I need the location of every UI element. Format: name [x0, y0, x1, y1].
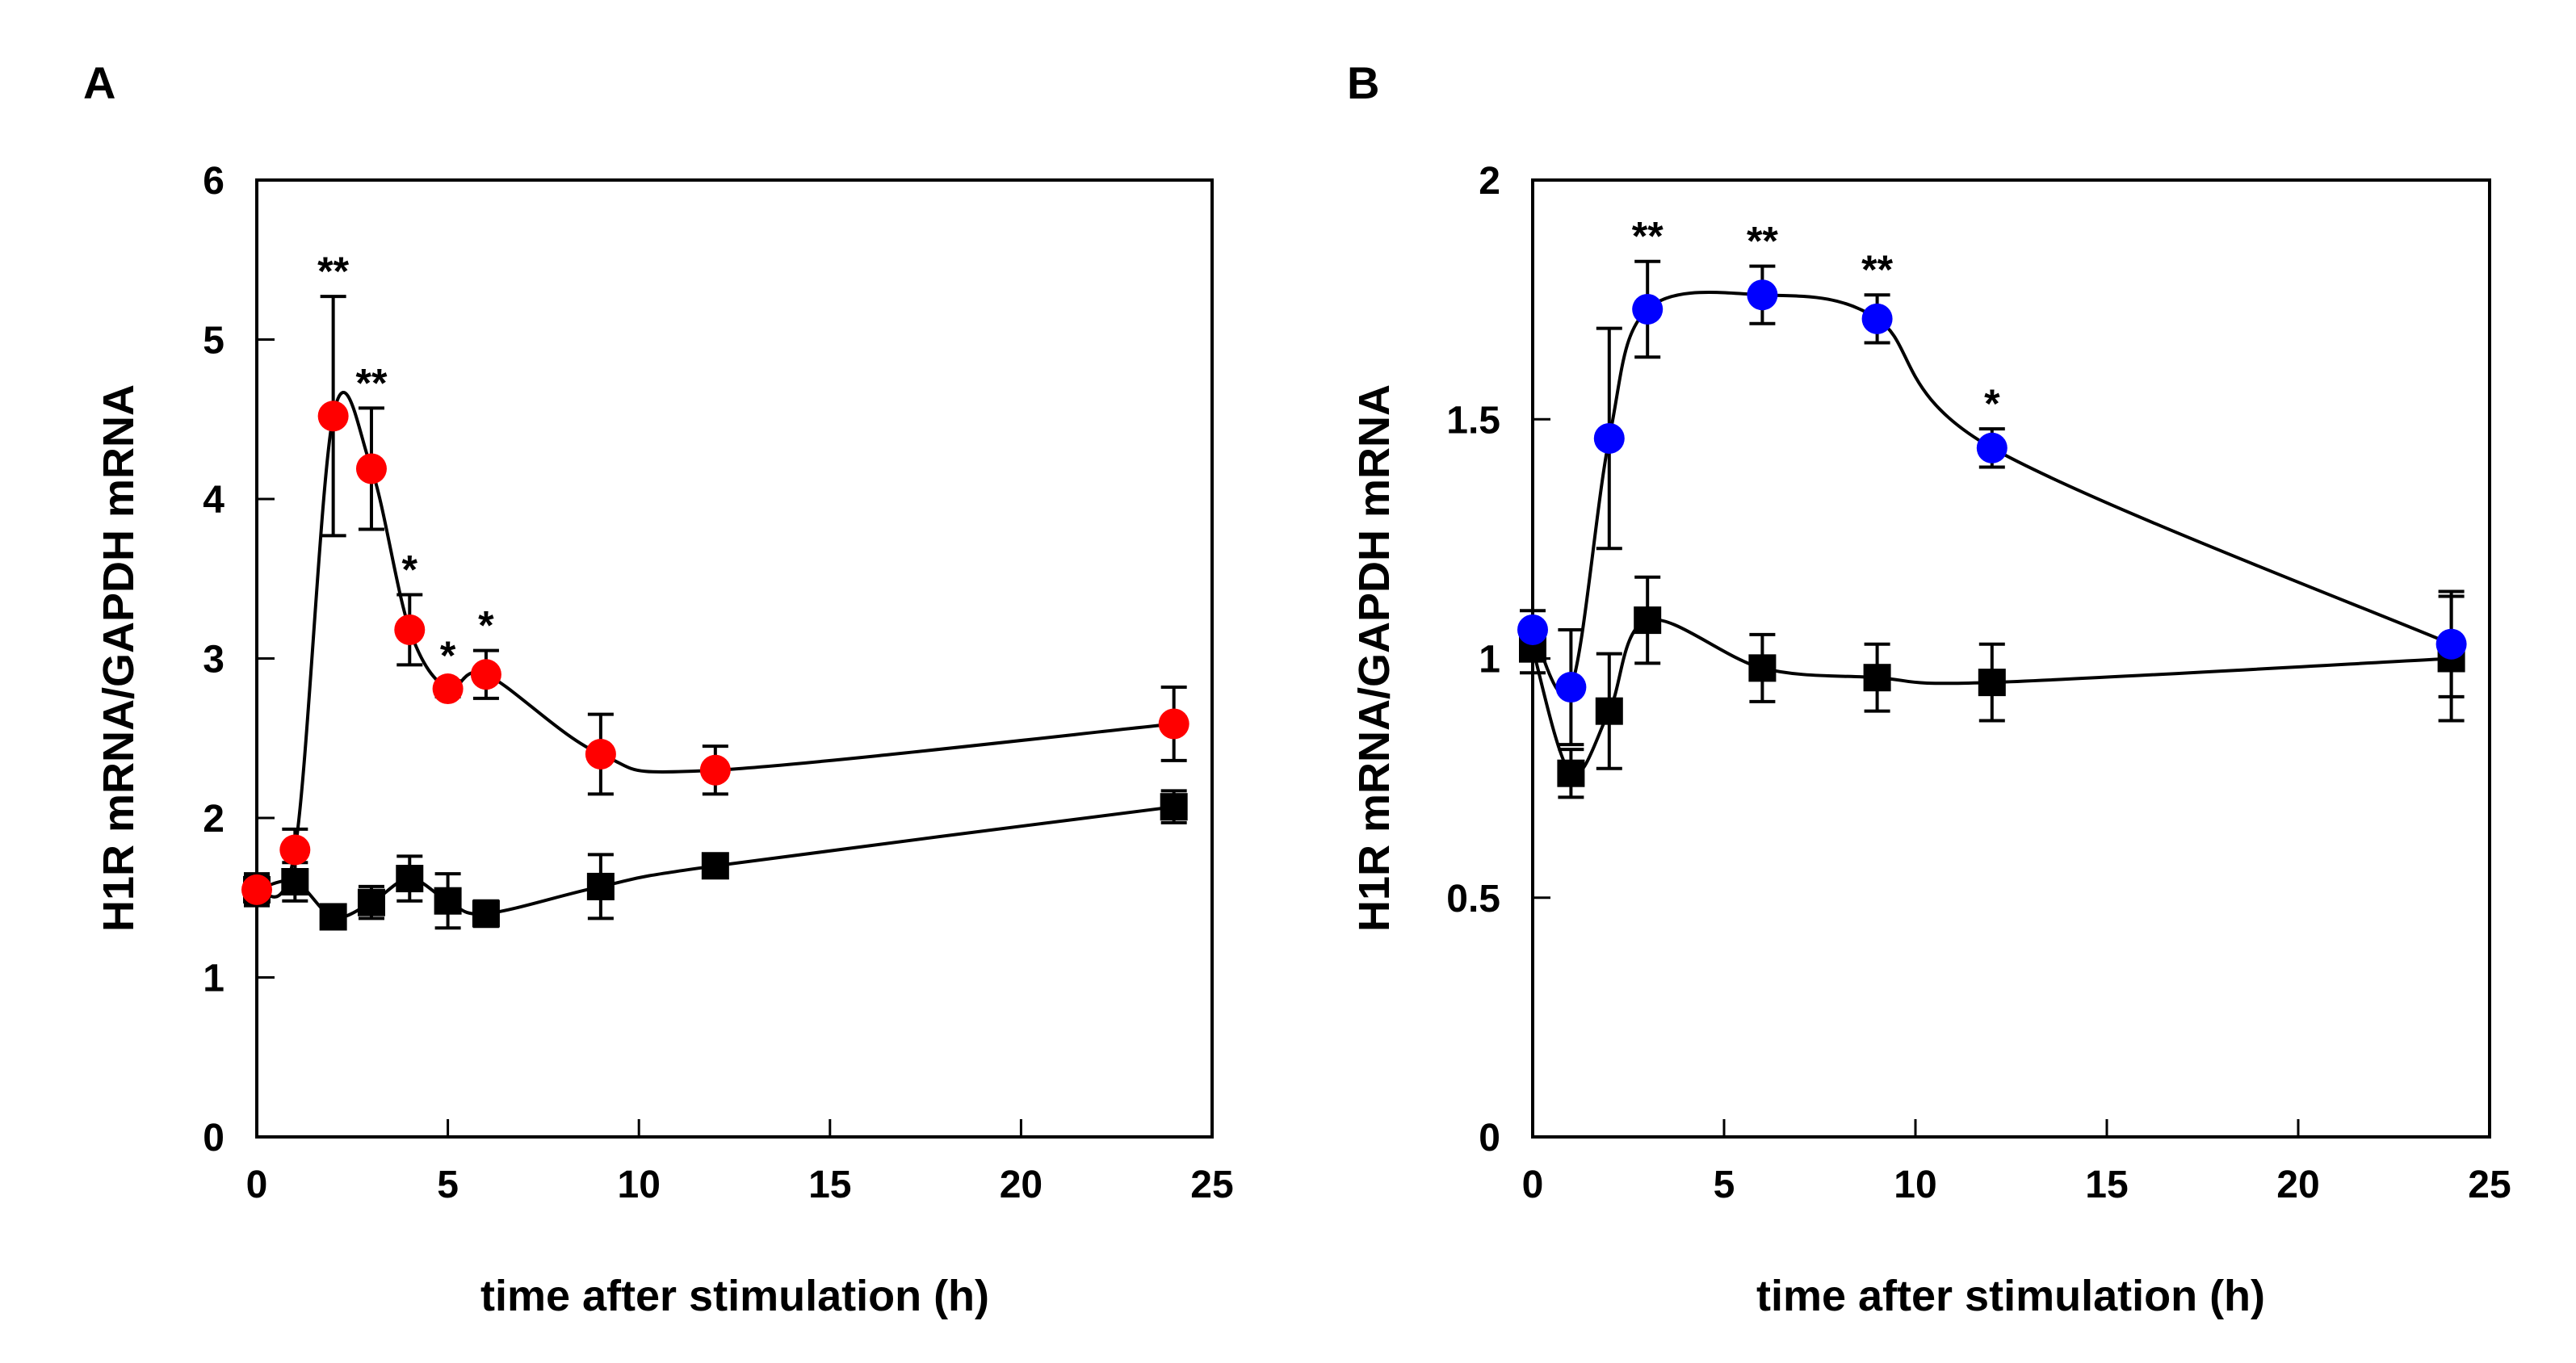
- y-tick-label-a-3: 3: [203, 639, 224, 682]
- y-axis-title-a: H1R mRNA/GAPDH mRNA: [94, 384, 143, 932]
- plot-frame-a: [255, 178, 1214, 1139]
- data-point-b-control-1: [1557, 759, 1585, 787]
- series-line-a-stimulated: [255, 391, 1174, 899]
- significance-marks-b: ** *****: [1632, 214, 2000, 426]
- panel-label-a: A: [83, 57, 115, 108]
- data-point-b-stimulated-2: [1593, 422, 1625, 454]
- x-tick-label-b-4: 20: [2276, 1164, 2319, 1206]
- series-lines-a: [255, 391, 1174, 920]
- series-line-b-stimulated: [1531, 291, 2452, 697]
- data-point-a-control-6: [472, 900, 500, 928]
- x-tick-label-b-1: 5: [1714, 1164, 1735, 1206]
- data-point-a-stimulated-6: [470, 659, 501, 690]
- significance-mark-b-2: **: [1861, 247, 1893, 292]
- significance-mark-a-4: *: [478, 603, 494, 648]
- data-point-a-stimulated-3: [355, 453, 387, 484]
- data-point-b-control-6: [1978, 669, 2006, 697]
- x-tick-label-a-4: 20: [1000, 1164, 1043, 1206]
- data-point-b-stimulated-7: [2435, 628, 2467, 660]
- x-tick-label-a-0: 0: [246, 1164, 268, 1206]
- data-point-a-stimulated-9: [1158, 708, 1189, 740]
- data-point-a-control-8: [701, 852, 729, 880]
- significance-mark-a-3: *: [440, 633, 456, 678]
- y-tick-label-b-1: 0.5: [1446, 878, 1500, 921]
- data-point-a-control-4: [396, 865, 424, 893]
- data-point-a-control-2: [319, 903, 347, 931]
- x-tick-label-a-2: 10: [618, 1164, 661, 1206]
- x-tick-label-a-5: 25: [1190, 1164, 1233, 1206]
- data-point-a-stimulated-7: [585, 739, 616, 770]
- data-point-a-control-7: [586, 872, 615, 900]
- y-tick-label-a-0: 0: [203, 1117, 224, 1160]
- axis-ticks-a: 0 5 10 15 20 25 0 1 2 3 4 5 6: [203, 160, 1233, 1206]
- y-axis-title-b: H1R mRNA/GAPDH mRNA: [1350, 384, 1399, 932]
- significance-marks-a: *******: [317, 249, 494, 678]
- x-tick-label-b-2: 10: [1894, 1164, 1936, 1206]
- y-tick-label-a-2: 2: [203, 798, 224, 841]
- significance-mark-a-0: **: [317, 249, 349, 294]
- data-point-a-stimulated-2: [317, 401, 349, 432]
- data-point-b-stimulated-1: [1555, 672, 1587, 703]
- data-point-b-stimulated-4: [1747, 279, 1778, 311]
- plot-frame-b: [1531, 178, 2491, 1139]
- data-points-b: [1517, 279, 2467, 787]
- data-point-b-stimulated-6: [1976, 432, 2008, 463]
- significance-mark-a-2: *: [402, 547, 418, 593]
- y-tick-label-b-4: 2: [1479, 160, 1500, 203]
- data-point-b-control-5: [1863, 664, 1891, 692]
- error-bars-b: [1520, 259, 2465, 799]
- data-points-a: [241, 401, 1189, 931]
- panel-label-b: B: [1347, 57, 1379, 108]
- x-tick-label-a-3: 15: [808, 1164, 851, 1206]
- x-axis-title-a: time after stimulation (h): [480, 1272, 989, 1320]
- data-point-b-stimulated-0: [1517, 614, 1548, 645]
- x-axis-title-b: time after stimulation (h): [1756, 1272, 2265, 1320]
- data-point-a-control-3: [357, 888, 385, 916]
- x-tick-label-b-3: 15: [2085, 1164, 2128, 1206]
- y-tick-label-a-6: 6: [203, 160, 224, 203]
- y-tick-label-b-2: 1: [1479, 639, 1500, 682]
- y-tick-label-a-1: 1: [203, 958, 224, 1000]
- significance-mark-b-1: **: [1747, 219, 1778, 264]
- x-tick-label-b-5: 25: [2468, 1164, 2511, 1206]
- significance-mark-b-3: *: [1984, 381, 2000, 426]
- data-point-a-stimulated-5: [432, 673, 464, 705]
- data-point-b-control-3: [1634, 606, 1662, 635]
- data-point-a-stimulated-1: [279, 834, 311, 866]
- x-tick-label-b-0: 0: [1522, 1164, 1544, 1206]
- y-tick-label-b-0: 0: [1479, 1117, 1500, 1160]
- data-point-a-control-1: [281, 868, 309, 895]
- data-point-a-stimulated-8: [699, 754, 731, 786]
- significance-mark-a-1: **: [355, 360, 387, 405]
- axis-ticks-b: 0 5 10 15 20 25 0 0.5 1 1.5 2: [1446, 160, 2511, 1206]
- data-point-a-control-5: [434, 887, 462, 915]
- y-tick-label-b-3: 1.5: [1446, 399, 1500, 442]
- y-tick-label-a-4: 4: [203, 479, 224, 522]
- data-point-a-stimulated-0: [241, 874, 272, 905]
- data-point-b-stimulated-3: [1632, 293, 1663, 325]
- data-point-a-control-9: [1160, 793, 1188, 821]
- data-point-b-control-2: [1595, 697, 1623, 725]
- data-point-b-control-4: [1748, 654, 1777, 682]
- x-tick-label-a-1: 5: [437, 1164, 459, 1206]
- data-point-a-stimulated-4: [394, 614, 426, 645]
- data-point-b-stimulated-5: [1861, 303, 1893, 334]
- y-tick-label-a-5: 5: [203, 320, 224, 363]
- significance-mark-b-0: **: [1632, 214, 1663, 259]
